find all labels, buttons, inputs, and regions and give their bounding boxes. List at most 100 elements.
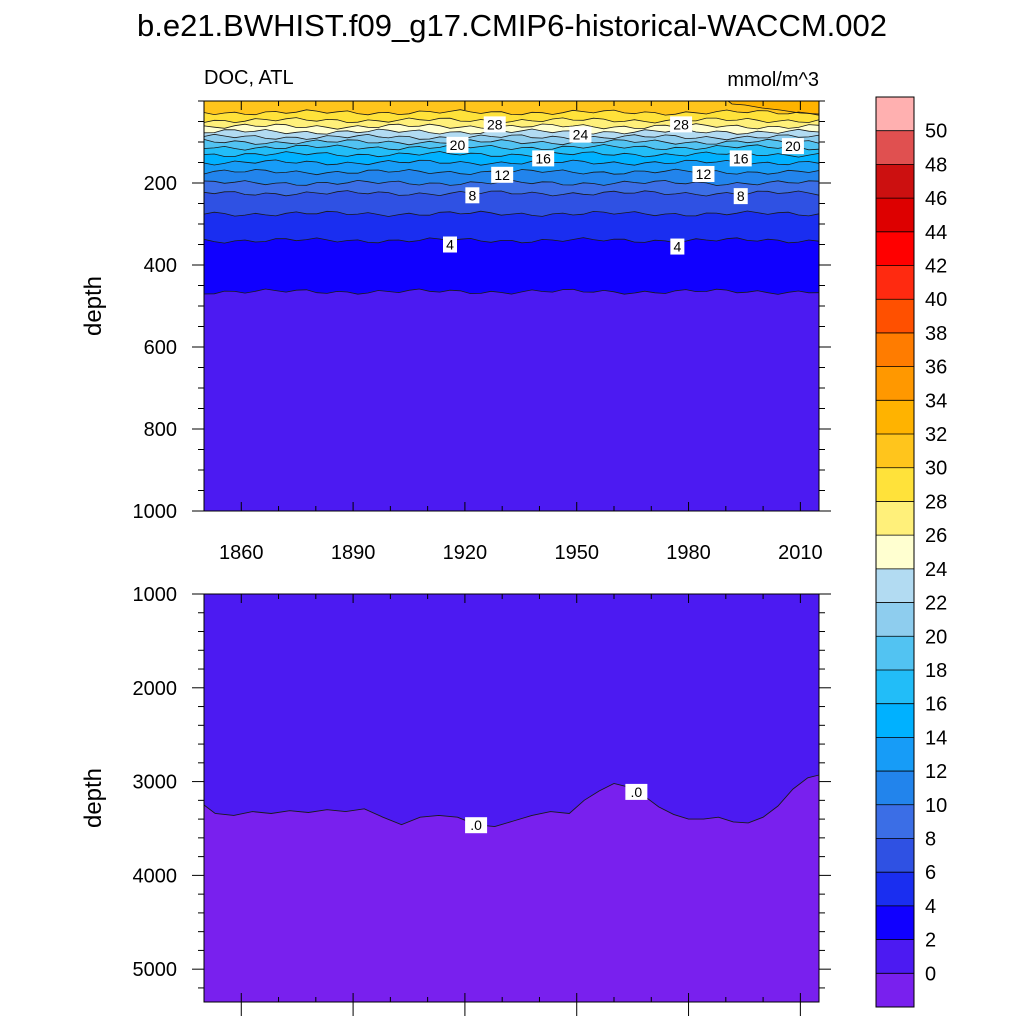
contour-line-2 [203, 288, 820, 295]
colorbar-swatch [876, 602, 914, 637]
colorbar-label: 30 [925, 458, 947, 480]
colorbar-swatch [876, 939, 914, 974]
upper-contour-label: 12 [494, 167, 510, 183]
upper-contour-label-box [729, 150, 752, 167]
colorbar-swatch [876, 703, 914, 738]
x-tick-label: 2010 [778, 542, 823, 564]
colorbar-label: 28 [925, 491, 947, 513]
colorbar-label: 16 [925, 694, 947, 716]
y-tick-label: 4000 [133, 865, 178, 887]
contour-line-14 [203, 159, 820, 166]
colorbar-label: 32 [925, 424, 947, 446]
y-tick-label: 600 [144, 337, 177, 359]
colorbar-label: 4 [925, 896, 936, 918]
colorbar: 5048464442403836343230282624222018161412… [875, 96, 947, 1008]
upper-contour-lines [203, 109, 820, 295]
colorbar-swatch [876, 872, 914, 907]
y-tick-label: 200 [144, 173, 177, 195]
upper-contour-label-box [465, 187, 480, 204]
contour-line-30 [203, 109, 820, 116]
upper-contour-label: 8 [737, 188, 745, 204]
contour-line-16 [203, 151, 820, 158]
x-tick-label: 1890 [331, 542, 376, 564]
colorbar-swatch [876, 467, 914, 502]
y-tick-label: 1000 [133, 584, 178, 606]
upper-y-axis-label: depth [80, 276, 107, 336]
upper-y-tick-labels: 200 400 600 800 1000 [133, 173, 178, 523]
colorbar-label: 48 [925, 154, 947, 176]
lower-contour-label-box [465, 817, 488, 834]
colorbar-label: 18 [925, 660, 947, 682]
upper-contour-label-box [781, 138, 804, 155]
upper-contour-label: 28 [487, 116, 503, 132]
lower-contour-fill [203, 594, 820, 1002]
upper-contour-label-box [569, 126, 592, 143]
upper-contour-label: 12 [696, 166, 712, 182]
y-tick-label: 800 [144, 419, 177, 441]
x-tick-label: 1860 [219, 542, 264, 564]
colorbar-label: 14 [925, 727, 947, 749]
upper-contour-label-box [670, 238, 685, 255]
lower-contour-line [203, 774, 820, 828]
lower-axis-ticks [192, 593, 831, 1016]
upper-contour-label-box [446, 136, 469, 153]
y-tick-label: 5000 [133, 959, 178, 981]
upper-contour-fill [204, 100, 820, 511]
colorbar-swatch [876, 568, 914, 603]
x-tick-label: 1980 [666, 542, 711, 564]
upper-contour-label-box [483, 116, 506, 133]
upper-contour-label: 20 [785, 138, 801, 154]
upper-contour-label: 20 [450, 137, 466, 153]
upper-contour-label-box [692, 165, 715, 182]
colorbar-label: 26 [925, 525, 947, 547]
upper-contour-label-box [491, 166, 514, 183]
left-string: DOC, ATL [204, 67, 294, 89]
x-tick-label: 1920 [443, 542, 488, 564]
colorbar-swatch [876, 838, 914, 873]
lower-plot-frame [203, 593, 820, 1003]
upper-contour-label: 8 [468, 187, 476, 203]
colorbar-swatch [876, 804, 914, 839]
y-tick-label: 1000 [133, 501, 178, 523]
contour-band-30 [204, 101, 819, 116]
upper-contour-label-box [532, 150, 555, 167]
colorbar-swatch [876, 400, 914, 435]
colorbar-label: 2 [925, 930, 936, 952]
lower-contour-label: .0 [631, 784, 643, 800]
colorbar-label: 44 [925, 222, 947, 244]
colorbar-label: 10 [925, 795, 947, 817]
lower-y-axis-label: depth [80, 768, 107, 828]
y-tick-label: 400 [144, 255, 177, 277]
colorbar-swatch [876, 332, 914, 367]
upper-axis-ticks [192, 100, 831, 512]
upper-contour-label-box [670, 116, 693, 133]
colorbar-swatch [876, 434, 914, 469]
colorbar-label: 34 [925, 390, 947, 412]
colorbar-frame [875, 96, 915, 1008]
lower-contour-labels: .0 .0 [465, 783, 648, 834]
colorbar-label: 36 [925, 357, 947, 379]
colorbar-label: 50 [925, 121, 947, 143]
lower-panel: .0 .0 1000 2000 3000 4000 5000 depth [80, 584, 831, 1016]
upper-contour-label: 4 [446, 237, 454, 253]
colorbar-swatch [876, 501, 914, 536]
lower-y-tick-labels: 1000 2000 3000 4000 5000 [133, 584, 178, 981]
colorbar-label: 6 [925, 862, 936, 884]
x-tick-label: 1950 [554, 542, 599, 564]
colorbar-swatch [876, 299, 914, 334]
colorbar-label: 22 [925, 593, 947, 615]
x-tick-labels: 1860 1890 1920 1950 1980 2010 [219, 542, 823, 564]
contour-line-6 [203, 210, 820, 217]
colorbar-swatch [876, 198, 914, 233]
contour-line-24 [203, 128, 820, 135]
colorbar-swatch [876, 164, 914, 199]
colorbar-swatch [876, 366, 914, 401]
contour-line-22 [203, 133, 820, 141]
figure-title: b.e21.BWHIST.f09_g17.CMIP6-historical-WA… [137, 8, 887, 43]
contour-line-8 [203, 190, 820, 197]
colorbar-label: 0 [925, 963, 936, 985]
right-string: mmol/m^3 [727, 69, 819, 91]
colorbar-label: 42 [925, 256, 947, 278]
colorbar-swatch [876, 905, 914, 940]
